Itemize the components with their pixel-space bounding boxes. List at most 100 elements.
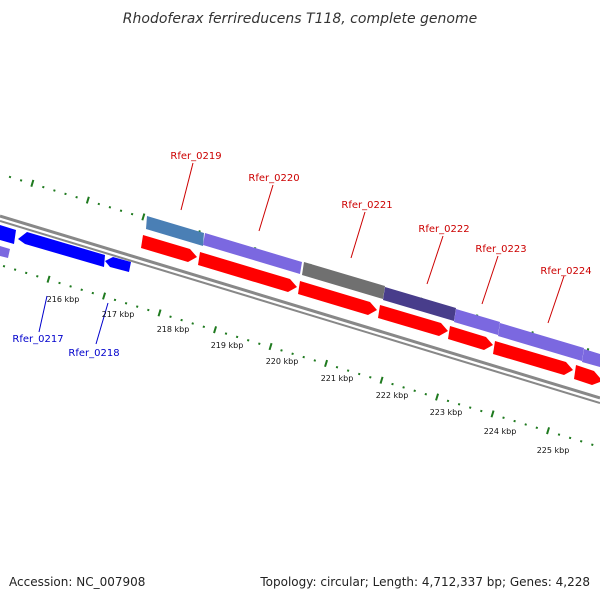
- kbp-label: 218 kbp: [157, 325, 190, 334]
- ruler-major-tick: [141, 213, 146, 221]
- ruler-major-tick: [324, 359, 329, 368]
- cds-arrow[interactable]: [141, 235, 197, 262]
- cds-arrow[interactable]: [493, 341, 573, 375]
- ruler-minor-tick: [2, 264, 6, 268]
- ruler-minor-tick: [402, 386, 405, 389]
- ruler-minor-tick: [391, 382, 394, 386]
- ruler-minor-tick: [8, 175, 12, 179]
- kbp-label: 222 kbp: [376, 391, 409, 400]
- map-title: Rhodoferax ferrireducens T118, complete …: [123, 11, 477, 27]
- ruler-minor-tick: [524, 423, 527, 426]
- inner-ruler: [2, 264, 594, 446]
- kbp-label: 224 kbp: [484, 427, 517, 436]
- gene-feature[interactable]: [0, 246, 10, 258]
- cds-arrow[interactable]: [448, 326, 493, 350]
- ruler-minor-tick: [313, 359, 317, 362]
- ruler-minor-tick: [280, 349, 283, 352]
- ruler-minor-tick: [169, 315, 172, 318]
- ruler-minor-tick: [557, 433, 561, 436]
- ruler-major-tick: [213, 326, 218, 334]
- kbp-label: 216 kbp: [47, 295, 80, 304]
- gene-feature[interactable]: [498, 323, 584, 361]
- gene-label-rfer-0220[interactable]: Rfer_0220: [248, 173, 299, 184]
- ruler-major-tick: [490, 410, 495, 418]
- gene-label-rfer-0221[interactable]: Rfer_0221: [341, 200, 392, 211]
- ruler-minor-tick: [113, 298, 117, 302]
- ruler-minor-tick: [235, 335, 239, 339]
- gene-label-rfer-0217[interactable]: Rfer_0217: [12, 334, 63, 345]
- gene-feature[interactable]: [146, 216, 204, 246]
- accession-text: Accession: NC_007908: [9, 575, 145, 589]
- ruler-minor-tick: [58, 281, 61, 285]
- ruler-minor-tick: [291, 352, 294, 356]
- kbp-label: 223 kbp: [430, 408, 463, 417]
- gene-label-rfer-0222[interactable]: Rfer_0222: [418, 224, 469, 235]
- ruler-minor-tick: [80, 288, 83, 292]
- gene-feature[interactable]: [383, 287, 456, 321]
- ruler-minor-tick: [591, 443, 594, 446]
- kbp-label: 219 kbp: [211, 341, 244, 350]
- ruler-minor-tick: [258, 342, 261, 345]
- kbp-label: 221 kbp: [321, 374, 354, 383]
- forward-gene-labels: Rfer_0219 Rfer_0220 Rfer_0221 Rfer_0222 …: [170, 151, 592, 324]
- label-leader-line: [350, 211, 366, 259]
- ruler-minor-tick: [119, 209, 123, 212]
- ruler-minor-tick: [413, 389, 416, 393]
- ruler-major-tick: [157, 309, 162, 317]
- gene-feature-track: [146, 216, 600, 367]
- cds-arrow[interactable]: [298, 281, 377, 315]
- ruler-minor-tick: [346, 369, 350, 372]
- ruler-minor-tick: [191, 322, 194, 325]
- reverse-cds-arrow[interactable]: [18, 232, 105, 267]
- gene-feature[interactable]: [582, 349, 600, 367]
- reverse-gene-track: [0, 225, 131, 272]
- label-leader-line: [258, 184, 274, 232]
- ruler-minor-tick: [302, 355, 305, 359]
- gene-label-rfer-0218[interactable]: Rfer_0218: [68, 348, 119, 359]
- reverse-cds-arrow[interactable]: [105, 257, 131, 272]
- ruler-minor-tick: [108, 206, 112, 209]
- cds-arrow[interactable]: [378, 305, 448, 336]
- ruler-major-tick: [30, 179, 35, 187]
- ruler-minor-tick: [568, 436, 572, 440]
- ruler-minor-tick: [535, 426, 539, 430]
- gene-feature[interactable]: [0, 225, 16, 244]
- cds-arrow[interactable]: [574, 365, 600, 385]
- gene-feature[interactable]: [302, 262, 385, 299]
- ruler-minor-tick: [369, 376, 372, 379]
- kbp-label: 217 kbp: [102, 310, 135, 319]
- ruler-minor-tick: [202, 325, 206, 329]
- backbone-inner-line: [0, 220, 600, 404]
- gene-label-rfer-0223[interactable]: Rfer_0223: [475, 244, 526, 255]
- label-leader-line: [481, 255, 499, 305]
- ruler-major-tick: [85, 196, 90, 204]
- ruler-minor-tick: [124, 302, 128, 305]
- ruler-minor-tick: [64, 192, 67, 196]
- ruler-minor-tick: [75, 195, 78, 199]
- reverse-gene-labels: Rfer_0217 Rfer_0218: [12, 295, 120, 359]
- ruler-minor-tick: [53, 189, 56, 192]
- ruler-minor-tick: [468, 406, 472, 409]
- ruler-minor-tick: [224, 332, 228, 335]
- ruler-major-tick: [379, 376, 384, 384]
- backbone-outer-line: [0, 214, 600, 400]
- ruler-minor-tick: [335, 365, 339, 369]
- ruler-minor-tick: [457, 403, 461, 406]
- cds-arrow[interactable]: [198, 252, 297, 292]
- gene-label-rfer-0219[interactable]: Rfer_0219: [170, 151, 221, 162]
- ruler-minor-tick: [446, 399, 450, 403]
- gene-label-rfer-0224[interactable]: Rfer_0224: [540, 266, 591, 277]
- kbp-label: 225 kbp: [537, 446, 570, 455]
- gene-feature[interactable]: [454, 309, 500, 335]
- ruler-minor-tick: [480, 409, 483, 413]
- ruler-minor-tick: [424, 392, 428, 396]
- ruler-minor-tick: [42, 185, 45, 189]
- kbp-label: 220 kbp: [266, 357, 299, 366]
- ruler-minor-tick: [502, 416, 505, 419]
- gene-feature[interactable]: [203, 233, 302, 274]
- ruler-minor-tick: [97, 202, 101, 206]
- ruler-minor-tick: [36, 275, 39, 278]
- ruler-minor-tick: [246, 339, 250, 342]
- kbp-labels: 216 kbp 217 kbp 218 kbp 219 kbp 220 kbp …: [47, 295, 570, 455]
